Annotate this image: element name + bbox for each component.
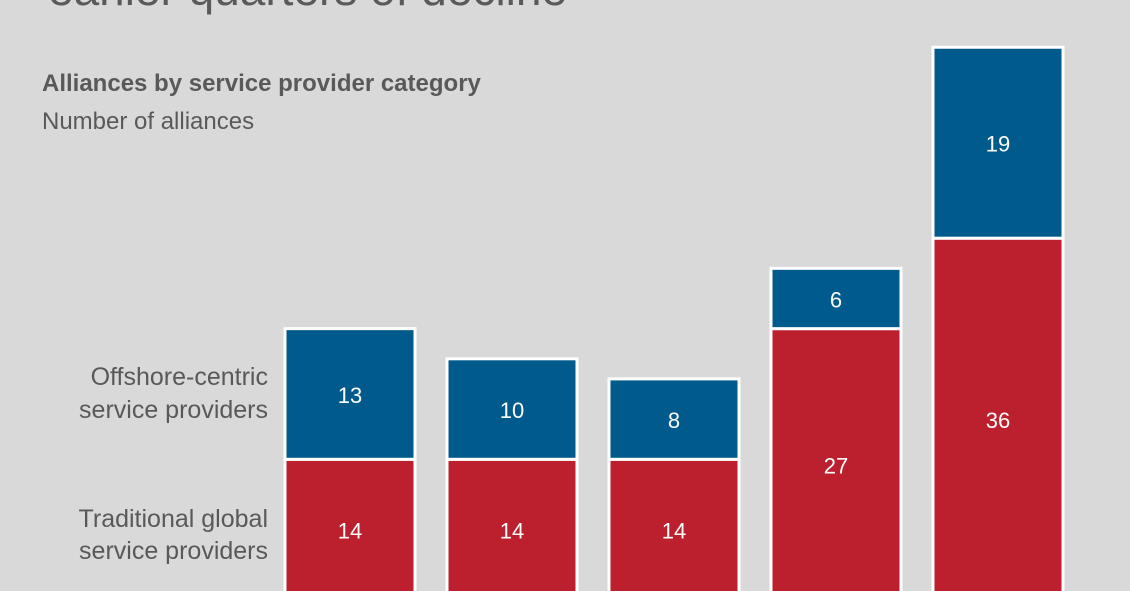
chart-subtitle: Number of alliances <box>42 108 255 135</box>
bar-segment-offshore-1 <box>283 327 417 461</box>
bar-segment-offshore-2 <box>445 357 579 461</box>
data-label: 10 <box>500 398 524 423</box>
data-label: 14 <box>500 519 524 544</box>
legend-offshore-centric: Offshore-centric <box>91 363 268 391</box>
data-label: 6 <box>830 288 842 313</box>
bar-segment-traditional-2 <box>445 457 579 591</box>
data-label: 14 <box>338 519 362 544</box>
bar-segment-offshore-5 <box>931 45 1065 240</box>
bar-segment-traditional-3 <box>607 457 741 591</box>
bar-segment-offshore-3 <box>607 377 741 461</box>
legend-traditional-global: Traditional global <box>79 505 268 533</box>
data-label: 13 <box>338 383 362 408</box>
data-label: 8 <box>668 408 680 433</box>
chart-title: Alliances by service provider category <box>42 70 481 97</box>
page-title: earlier quarters of decline <box>48 0 567 16</box>
data-label: 14 <box>662 519 686 544</box>
data-label: 27 <box>824 453 848 478</box>
bar-segment-traditional-1 <box>283 457 417 591</box>
legend-traditional-global: service providers <box>79 537 268 565</box>
data-label: 19 <box>986 132 1010 157</box>
data-label: 36 <box>986 408 1010 433</box>
legend-offshore-centric: service providers <box>79 396 268 424</box>
bar-segment-offshore-4 <box>769 266 903 331</box>
